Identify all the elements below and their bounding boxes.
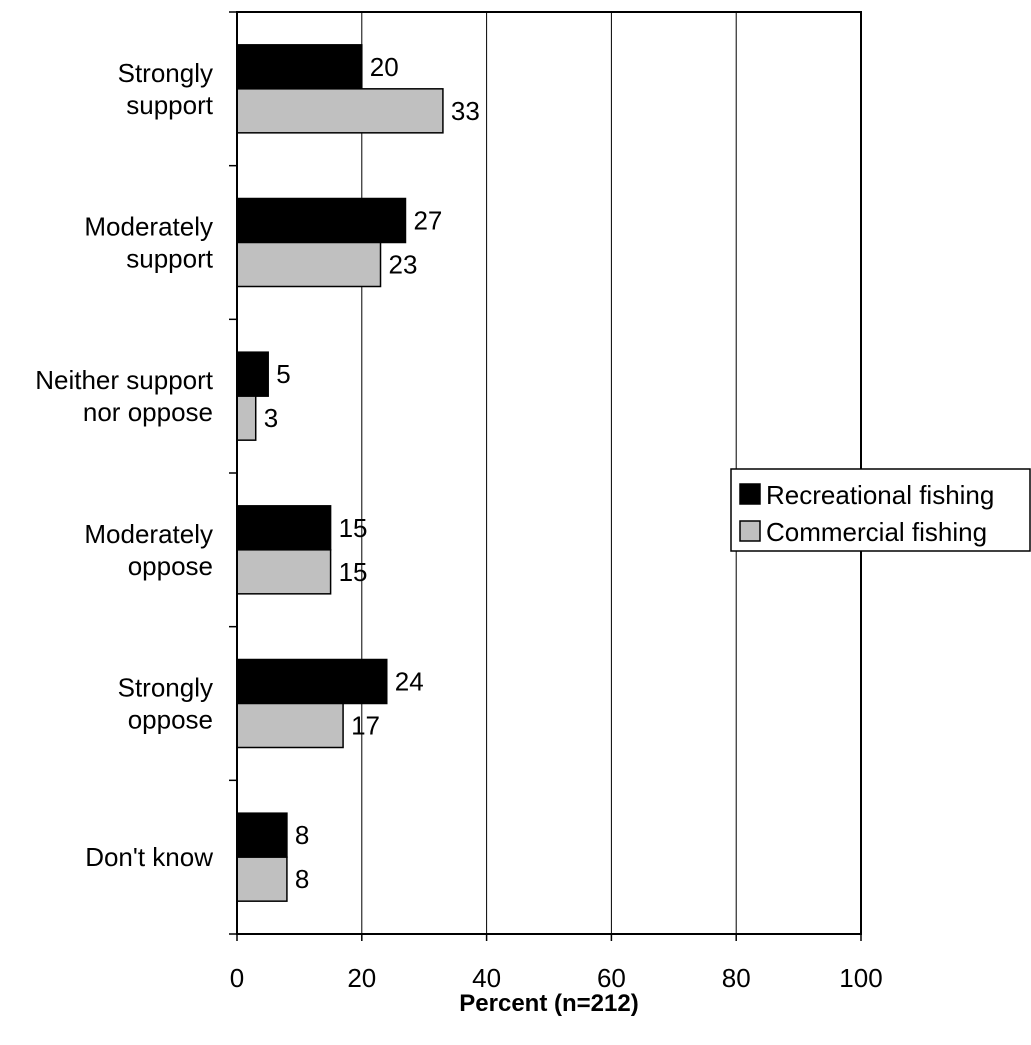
- data-label: 3: [264, 403, 278, 433]
- bar-recreational: [236, 351, 269, 397]
- legend-box: [730, 468, 1031, 552]
- legend-label: Commercial fishing: [766, 517, 987, 547]
- category-label: oppose: [128, 551, 213, 581]
- data-label: 27: [413, 206, 442, 236]
- category-label: Strongly: [118, 673, 213, 703]
- data-label: 8: [295, 864, 309, 894]
- bar-recreational: [236, 505, 332, 551]
- bar-commercial: [236, 702, 344, 749]
- legend-label: Recreational fishing: [766, 480, 994, 510]
- bar-commercial: [236, 395, 257, 441]
- data-label: 15: [339, 513, 368, 543]
- data-label: 33: [451, 96, 480, 126]
- gridlines: [361, 12, 737, 934]
- category-label: Moderately: [84, 212, 213, 242]
- category-label: Moderately: [84, 519, 213, 549]
- bars: [236, 44, 444, 902]
- category-label: support: [126, 90, 213, 120]
- legend: Recreational fishing Commercial fishing: [730, 468, 1031, 552]
- bar-commercial: [236, 549, 332, 595]
- x-tick-label: 20: [347, 963, 376, 993]
- bar-commercial: [236, 88, 444, 134]
- legend-swatch: [739, 520, 761, 542]
- category-label: Strongly: [118, 58, 213, 88]
- bar-recreational: [236, 197, 407, 244]
- x-tick-label: 100: [839, 963, 882, 993]
- bar-commercial: [236, 856, 288, 902]
- data-label: 17: [351, 711, 380, 741]
- data-label: 5: [276, 359, 290, 389]
- bar-recreational: [236, 658, 388, 705]
- data-label: 8: [295, 820, 309, 850]
- x-tick-label: 40: [472, 963, 501, 993]
- category-label: oppose: [128, 705, 213, 735]
- data-label: 24: [395, 667, 424, 697]
- data-label: 23: [389, 250, 418, 280]
- x-axis-title: Percent (n=212): [459, 990, 638, 1017]
- legend-swatch: [739, 483, 761, 505]
- category-label: Don't know: [85, 842, 213, 872]
- data-label: 20: [370, 52, 399, 82]
- x-tick-label: 60: [597, 963, 626, 993]
- category-label: nor oppose: [83, 397, 213, 427]
- category-label: Neither support: [35, 365, 214, 395]
- bar-recreational: [236, 812, 288, 858]
- x-tick-label: 80: [722, 963, 751, 993]
- x-tick-label: 0: [230, 963, 244, 993]
- data-label: 15: [339, 557, 368, 587]
- bar-recreational: [236, 44, 363, 90]
- bar-commercial: [236, 241, 382, 288]
- category-label: support: [126, 244, 213, 274]
- labels: 0 20 40 60 80 1002033Stronglysupport2723Moder…: [35, 52, 882, 1017]
